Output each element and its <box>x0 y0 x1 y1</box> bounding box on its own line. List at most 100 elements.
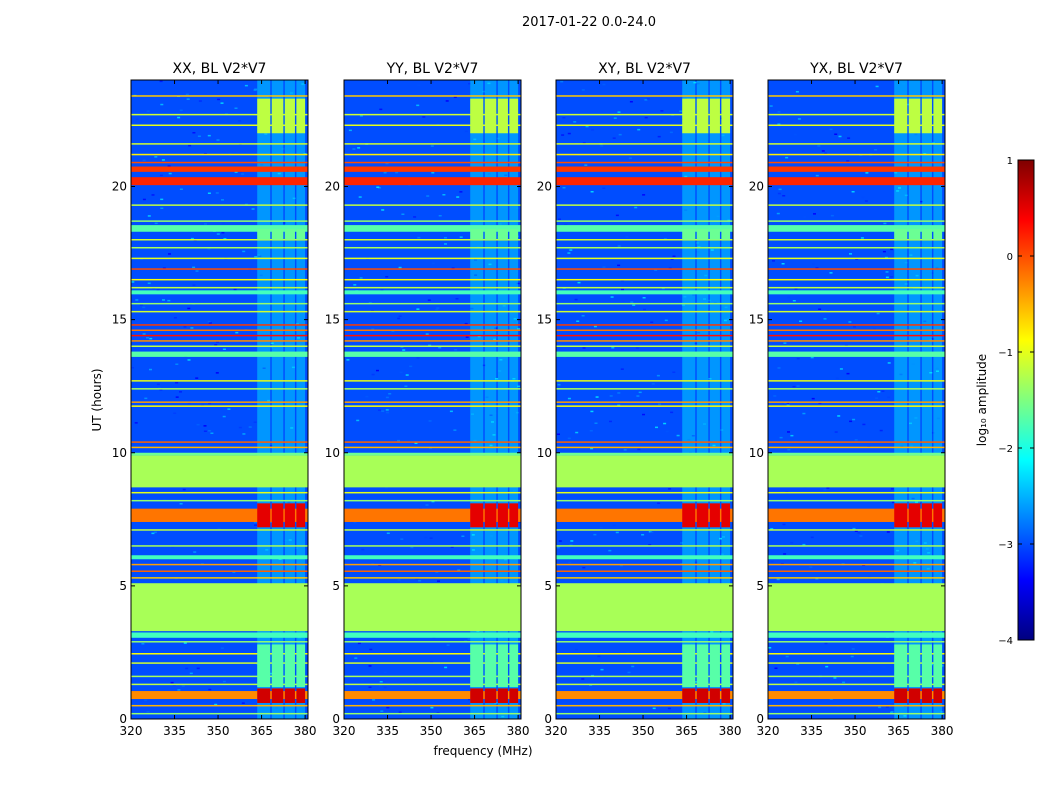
noise-cell <box>885 271 889 273</box>
rfi-burst <box>933 98 943 134</box>
rfi-burst <box>709 503 720 528</box>
noise-cell <box>563 356 567 358</box>
noise-cell <box>292 197 296 200</box>
time-line <box>344 577 521 579</box>
rfi-burst <box>284 229 295 240</box>
x-tick-label: 335 <box>376 724 399 738</box>
noise-cell <box>490 535 494 537</box>
noise-cell <box>251 208 255 210</box>
noise-cell <box>594 422 598 424</box>
noise-cell <box>426 195 430 197</box>
noise-cell <box>853 326 856 328</box>
noise-cell <box>512 378 516 380</box>
noise-cell <box>706 682 710 684</box>
noise-cell <box>430 145 434 147</box>
time-line <box>344 675 521 678</box>
noise-cell <box>277 139 281 142</box>
noise-cell <box>192 284 196 286</box>
noise-cell <box>494 412 498 414</box>
noise-cell <box>418 580 422 582</box>
time-line <box>768 278 945 281</box>
rfi-burst <box>709 98 720 134</box>
noise-cell <box>636 395 640 397</box>
time-line <box>768 570 945 572</box>
rfi-burst <box>921 644 932 688</box>
noise-cell <box>142 159 146 162</box>
noise-cell <box>661 287 665 290</box>
noise-cell <box>495 378 499 380</box>
rfi-burst <box>894 688 908 704</box>
noise-cell <box>195 377 199 379</box>
time-band <box>768 177 945 186</box>
noise-cell <box>241 173 245 175</box>
noise-cell <box>576 320 580 322</box>
time-line <box>344 345 521 347</box>
noise-cell <box>357 642 361 645</box>
noise-cell <box>398 315 402 317</box>
noise-cell <box>467 638 471 640</box>
noise-cell <box>244 84 248 87</box>
noise-cell <box>220 647 224 649</box>
rfi-burst <box>696 644 709 688</box>
noise-cell <box>175 363 179 365</box>
time-line <box>344 545 521 547</box>
rfi-burst <box>484 98 497 134</box>
noise-cell <box>424 536 428 539</box>
y-tick-label: 5 <box>544 579 552 593</box>
noise-cell <box>221 222 225 224</box>
noise-cell <box>926 568 930 570</box>
time-line <box>344 220 521 222</box>
rfi-burst <box>257 98 271 134</box>
noise-cell <box>516 411 519 414</box>
y-tick-label: 15 <box>749 313 764 327</box>
panel-title: YY, BL V2*V7 <box>386 61 479 77</box>
noise-cell <box>242 250 246 253</box>
noise-cell <box>222 415 226 418</box>
noise-cell <box>691 139 695 142</box>
noise-cell <box>513 321 517 324</box>
noise-cell <box>928 339 932 341</box>
rfi-burst <box>470 644 484 688</box>
noise-cell <box>608 549 612 552</box>
rfi-burst <box>271 644 284 688</box>
noise-cell <box>802 412 806 415</box>
noise-cell <box>147 282 151 284</box>
noise-cell <box>238 426 242 429</box>
noise-cell <box>642 194 646 196</box>
noise-cell <box>388 393 392 395</box>
noise-cell <box>656 374 660 377</box>
noise-cell <box>835 377 839 380</box>
noise-cell <box>783 342 787 344</box>
time-line <box>556 340 733 342</box>
noise-cell <box>890 248 894 251</box>
noise-cell <box>203 430 207 432</box>
noise-cell <box>813 213 816 215</box>
noise-cell <box>498 370 502 372</box>
noise-cell <box>269 444 273 447</box>
rfi-burst <box>709 644 720 688</box>
noise-cell <box>187 307 191 310</box>
panel-title: XY, BL V2*V7 <box>598 61 691 77</box>
noise-cell <box>410 546 414 549</box>
time-line <box>131 653 308 655</box>
noise-cell <box>650 531 654 533</box>
rfi-burst <box>296 503 306 528</box>
noise-cell <box>192 132 196 134</box>
noise-cell <box>691 435 695 437</box>
time-line <box>556 257 733 260</box>
noise-cell <box>446 644 450 646</box>
noise-cell <box>777 192 781 195</box>
noise-cell <box>694 342 698 345</box>
noise-cell <box>269 346 273 349</box>
noise-cell <box>385 276 389 278</box>
noise-cell <box>353 284 357 286</box>
noise-cell <box>680 542 683 544</box>
noise-cell <box>641 534 645 536</box>
noise-cell <box>444 243 447 245</box>
noise-cell <box>267 399 271 402</box>
rfi-burst <box>933 229 943 240</box>
time-band <box>344 225 521 232</box>
rfi-burst <box>284 644 295 688</box>
noise-cell <box>142 306 146 309</box>
time-line <box>344 446 521 449</box>
